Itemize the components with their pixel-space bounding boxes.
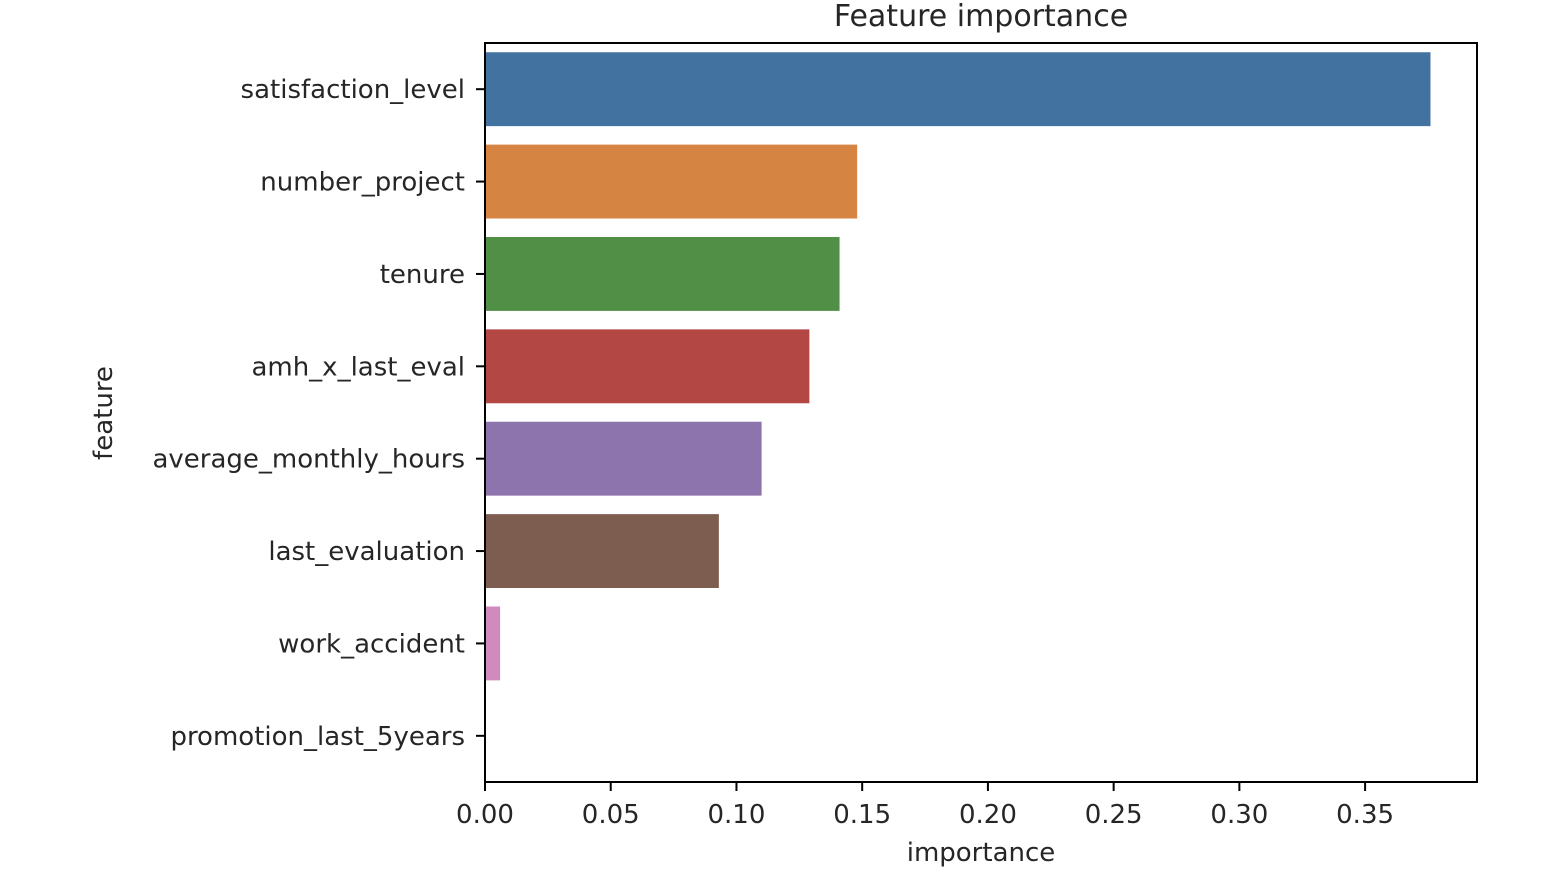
- bar-amh-x-last-eval: [485, 329, 810, 404]
- x-axis-ticks: 0.00 0.05 0.10 0.15 0.20 0.25 0.30 0.35: [456, 782, 1394, 830]
- y-tick-label-satisfaction-level: satisfaction_level: [241, 75, 465, 105]
- x-axis-label: importance: [907, 838, 1056, 868]
- y-tick-label-tenure: tenure: [380, 260, 465, 290]
- bar-average-monthly-hours: [485, 421, 762, 496]
- y-tick-label-average-monthly-hours: average_monthly_hours: [152, 445, 465, 475]
- x-tick-label: 0.00: [456, 800, 514, 830]
- chart-title: Feature importance: [834, 0, 1128, 34]
- y-tick-label-work-accident: work_accident: [278, 629, 465, 659]
- bar-number-project: [485, 144, 858, 219]
- x-tick-label: 0.35: [1336, 800, 1394, 830]
- bar-last-evaluation: [485, 514, 719, 589]
- bar-tenure: [485, 236, 840, 311]
- bar-work-accident: [485, 606, 501, 681]
- x-tick-label: 0.15: [833, 800, 891, 830]
- plot-frame: [484, 42, 1478, 783]
- bar-satisfaction-level: [485, 52, 1431, 127]
- y-tick-label-last-evaluation: last_evaluation: [268, 537, 465, 567]
- y-tick-label-promotion-last-5years: promotion_last_5years: [170, 722, 465, 752]
- x-tick-label: 0.30: [1210, 800, 1268, 830]
- y-tick-label-amh-x-last-eval: amh_x_last_eval: [251, 352, 465, 382]
- x-tick-label: 0.20: [959, 800, 1017, 830]
- x-tick-label: 0.05: [582, 800, 640, 830]
- y-axis-label: feature: [89, 366, 119, 460]
- x-tick-label: 0.10: [708, 800, 766, 830]
- bars-group: [485, 52, 1431, 681]
- y-tick-label-number-project: number_project: [260, 168, 465, 198]
- x-tick-label: 0.25: [1085, 800, 1143, 830]
